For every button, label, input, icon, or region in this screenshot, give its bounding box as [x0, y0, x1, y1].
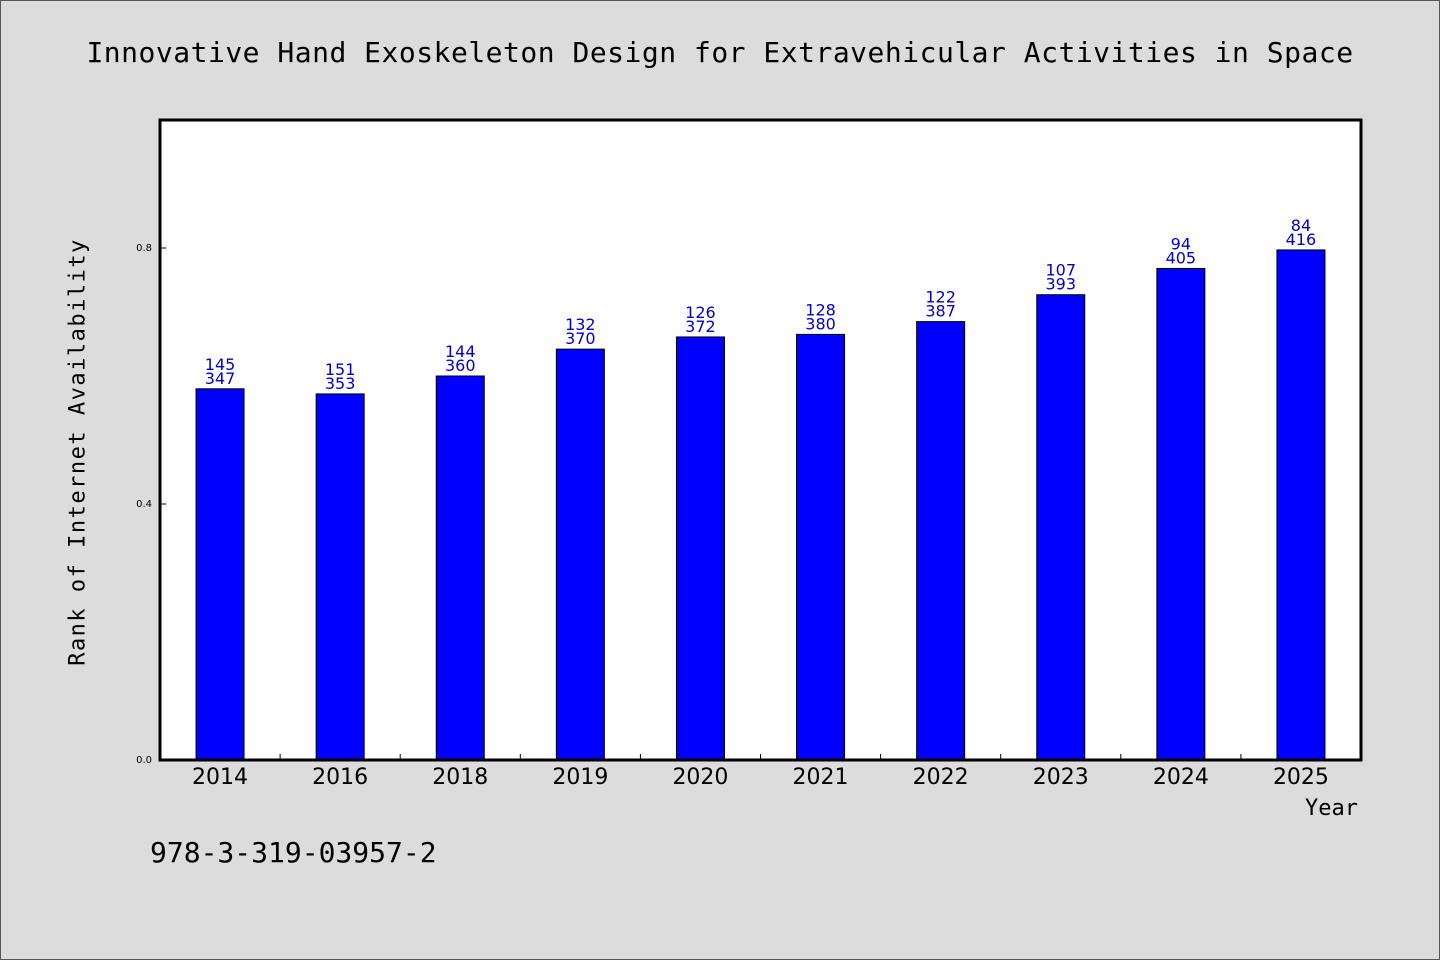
- x-tick-label-2019: 2019: [552, 765, 608, 790]
- data-label-bottom-2021: 380: [805, 314, 836, 333]
- x-tick-label-2025: 2025: [1273, 765, 1329, 790]
- data-label-top-2014: 145: [205, 355, 236, 374]
- data-label-top-2020: 126: [685, 303, 716, 322]
- data-label-top-2024: 94: [1171, 234, 1191, 253]
- data-label-bottom-2024: 405: [1166, 248, 1197, 267]
- x-tick-label-2020: 2020: [672, 765, 728, 790]
- x-tick-label-2023: 2023: [1033, 765, 1089, 790]
- bar-2022: [916, 321, 966, 761]
- bar-2014: [195, 388, 245, 761]
- y-tick-label-0.4: 0.4: [136, 499, 152, 510]
- bar-2024: [1156, 267, 1206, 761]
- data-label-top-2023: 107: [1045, 261, 1076, 280]
- chart-title: Innovative Hand Exoskeleton Design for E…: [86, 36, 1354, 69]
- data-label-bottom-2022: 387: [925, 302, 956, 321]
- bar-2020: [675, 336, 725, 761]
- data-label-top-2016: 151: [325, 360, 356, 379]
- data-label-bottom-2020: 372: [685, 317, 716, 336]
- bar-2023: [1036, 294, 1086, 761]
- bar-2019: [555, 348, 605, 761]
- data-label-bottom-2018: 360: [445, 356, 476, 375]
- data-label-bottom-2019: 370: [565, 329, 596, 348]
- data-label-bottom-2016: 353: [325, 374, 356, 393]
- isbn-annotation: 978-3-319-03957-2: [150, 836, 437, 869]
- data-label-bottom-2023: 393: [1045, 275, 1076, 294]
- x-tick-label-2018: 2018: [432, 765, 488, 790]
- data-label-top-2022: 122: [925, 288, 956, 307]
- data-label-bottom-2025: 416: [1286, 230, 1317, 249]
- bar-2021: [796, 333, 846, 761]
- data-label-top-2018: 144: [445, 342, 476, 361]
- x-tick-label-2022: 2022: [913, 765, 969, 790]
- data-label-top-2025: 84: [1291, 216, 1311, 235]
- bar-2018: [435, 375, 485, 761]
- bar-2025: [1276, 249, 1326, 761]
- x-tick-label-2016: 2016: [312, 765, 368, 790]
- y-tick-label-0.0: 0.0: [136, 755, 152, 766]
- plot-border: [158, 118, 1363, 762]
- y-tick-label-0.8: 0.8: [136, 243, 152, 254]
- x-tick-label-2021: 2021: [793, 765, 849, 790]
- data-label-top-2019: 132: [565, 315, 596, 334]
- bar-2016: [315, 393, 365, 761]
- ticks-layer: 2014 2016 2018 2019 2020 2021 2022 2023 2024 2025…: [136, 243, 1329, 790]
- x-tick-label-2024: 2024: [1153, 765, 1209, 790]
- data-label-top-2021: 128: [805, 300, 836, 319]
- data-label-bottom-2014: 347: [205, 369, 236, 388]
- x-axis-label: Year: [1305, 796, 1358, 821]
- x-tick-label-2014: 2014: [192, 765, 248, 790]
